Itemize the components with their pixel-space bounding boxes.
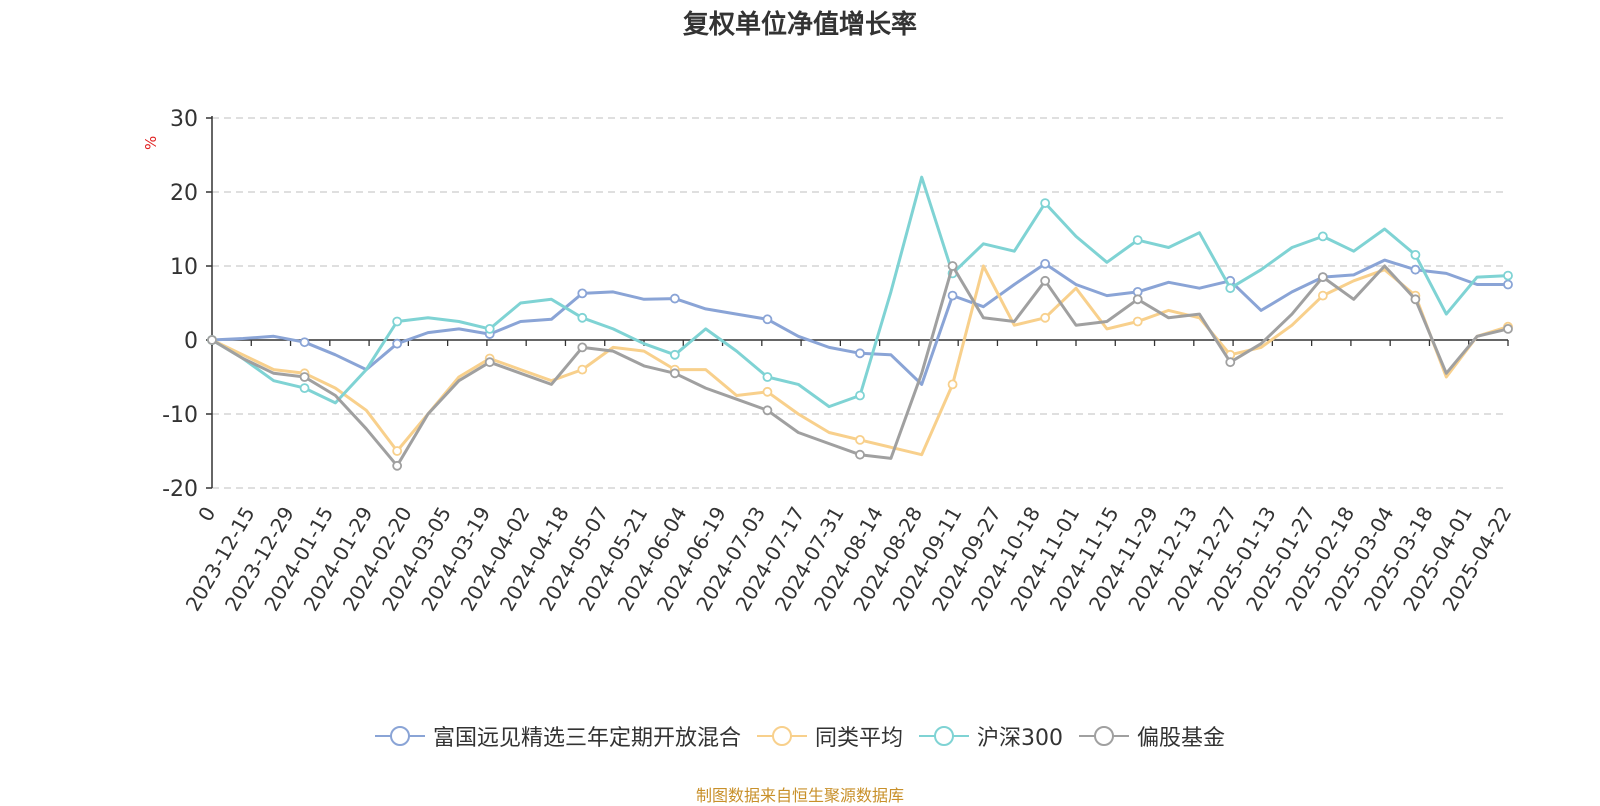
- legend: 富国远见精选三年定期开放混合 同类平均 沪深300 偏股基金: [0, 720, 1600, 752]
- y-tick-label: 20: [170, 181, 198, 206]
- legend-label: 偏股基金: [1137, 726, 1226, 751]
- legend-item-0[interactable]: 富国远见精选三年定期开放混合: [374, 720, 741, 752]
- x-tick-label: 0: [193, 503, 220, 526]
- data-point: [207, 335, 217, 345]
- data-point: [1317, 272, 1328, 283]
- legend-item-3[interactable]: 偏股基金: [1079, 720, 1225, 752]
- y-tick-label: -10: [162, 403, 198, 428]
- line-chart: -20-10010203002023-12-152023-12-292024-0…: [162, 107, 1516, 615]
- data-point: [1132, 294, 1143, 305]
- legend-marker-icon: [1079, 726, 1129, 746]
- data-point: [855, 449, 865, 460]
- data-point: [484, 357, 495, 368]
- data-point: [669, 293, 680, 304]
- data-point: [762, 314, 773, 325]
- data-point: [577, 288, 588, 299]
- data-point: [1317, 231, 1328, 242]
- data-point: [392, 316, 403, 327]
- data-point: [299, 337, 310, 348]
- data-point: [1132, 316, 1143, 327]
- y-tick-label: 30: [170, 107, 198, 132]
- data-source-note: 制图数据来自恒生聚源数据库: [695, 786, 904, 805]
- data-point: [855, 348, 865, 359]
- data-point: [1040, 198, 1051, 209]
- data-point: [299, 383, 310, 394]
- data-point: [1225, 283, 1236, 294]
- data-point: [855, 390, 865, 401]
- data-point: [855, 434, 865, 445]
- data-point: [762, 372, 773, 382]
- data-point: [1225, 357, 1236, 368]
- legend-label: 沪深300: [977, 726, 1063, 751]
- data-point: [669, 349, 680, 360]
- chart-title: 复权单位净值增长率: [682, 10, 917, 40]
- data-point: [947, 379, 958, 390]
- legend-marker-icon: [919, 726, 969, 746]
- y-tick-label: 10: [170, 255, 198, 280]
- data-point: [1317, 290, 1328, 301]
- legend-marker-icon: [756, 726, 807, 746]
- series-line-0: [211, 258, 1508, 386]
- data-point: [1410, 249, 1421, 260]
- data-point: [1410, 294, 1421, 305]
- data-point: [762, 386, 773, 397]
- data-point: [484, 323, 495, 334]
- data-point: [1040, 312, 1051, 323]
- y-tick-label: -20: [162, 477, 198, 502]
- data-point: [392, 460, 403, 471]
- data-point: [947, 261, 958, 271]
- data-point: [1132, 235, 1143, 246]
- series-line-2: [211, 175, 1509, 409]
- data-point: [1040, 275, 1051, 286]
- data-point: [1503, 279, 1513, 290]
- data-point: [762, 405, 773, 416]
- legend-item-2[interactable]: 沪深300: [919, 720, 1063, 752]
- legend-marker-icon: [374, 726, 425, 746]
- data-point: [577, 364, 588, 375]
- data-point: [1410, 264, 1421, 275]
- series-line-1: [211, 264, 1509, 457]
- data-point: [669, 368, 680, 379]
- data-point: [299, 372, 310, 382]
- data-point: [392, 446, 403, 456]
- data-point: [392, 338, 403, 349]
- y-tick-label: 0: [184, 329, 198, 354]
- data-point: [1040, 258, 1051, 269]
- data-point: [577, 342, 588, 353]
- data-point: [577, 312, 588, 323]
- legend-label: 富国远见精选三年定期开放混合: [432, 726, 741, 751]
- data-point: [947, 290, 958, 301]
- data-point: [1503, 270, 1513, 281]
- data-point: [1503, 323, 1513, 334]
- legend-label: 同类平均: [814, 726, 903, 751]
- legend-item-1[interactable]: 同类平均: [756, 720, 903, 752]
